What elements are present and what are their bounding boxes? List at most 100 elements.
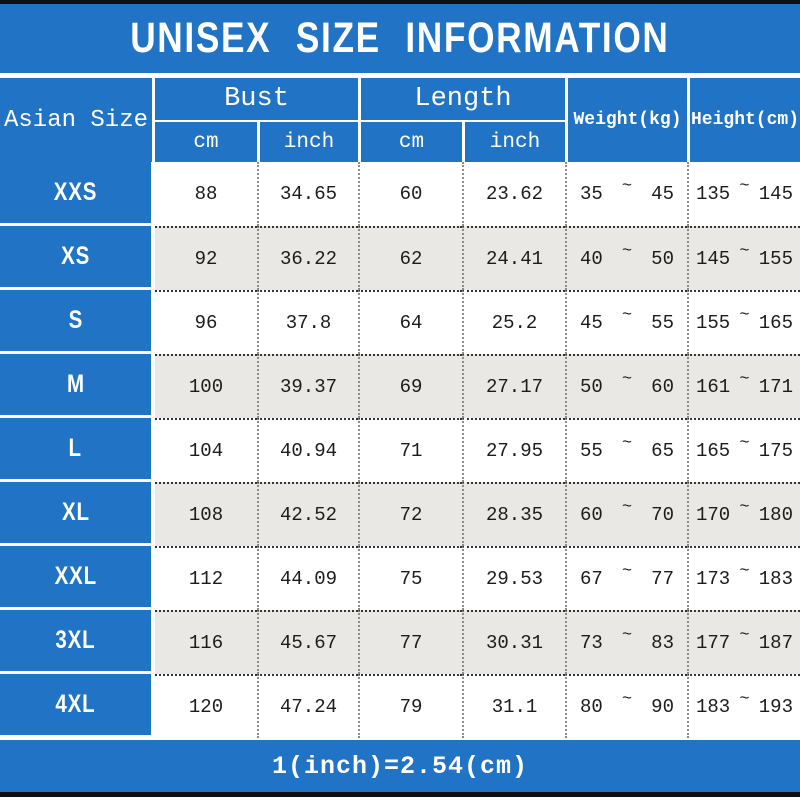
length-inch-cell: 29.53 [462, 546, 565, 610]
header-bust-cm: cm [155, 122, 257, 162]
size-label: S [68, 306, 83, 334]
height-range-cell: 155 ~165 [687, 290, 800, 354]
size-label: XXL [54, 562, 97, 590]
table-row: XXL 112 44.09 75 29.53 67 ~77 173 ~183 [0, 546, 800, 610]
header-height: Height(cm) [687, 78, 800, 162]
weight-range-cell-max: 83 [651, 632, 674, 654]
tilde-separator: ~ [621, 241, 633, 261]
size-cell: XXS [0, 162, 155, 226]
size-label: XL [61, 498, 90, 526]
page-title: UNISEX SIZE INFORMATION [130, 14, 670, 62]
length-inch-cell: 25.2 [462, 290, 565, 354]
length-cm-cell: 79 [358, 674, 462, 738]
weight-range-cell: 35 ~45 [565, 162, 687, 226]
tilde-separator: ~ [621, 561, 633, 581]
height-range-cell: 173 ~183 [687, 546, 800, 610]
length-inch-cell: 31.1 [462, 674, 565, 738]
height-range-cell-min: 173 [696, 568, 731, 590]
length-cm-cell: 75 [358, 546, 462, 610]
height-range-cell: 170 ~180 [687, 482, 800, 546]
tilde-separator: ~ [739, 561, 750, 581]
bust-cm-cell: 112 [155, 546, 257, 610]
header-length-inch: inch [462, 122, 565, 162]
conversion-note: 1(inch)=2.54(cm) [271, 751, 529, 781]
header-length-cm: cm [358, 122, 462, 162]
weight-range-cell: 60 ~70 [565, 482, 687, 546]
tilde-separator: ~ [739, 176, 750, 196]
table-header: Asian Size Bust Length Weight(kg) Height… [0, 78, 800, 162]
header-asian-size: Asian Size [0, 78, 155, 162]
bust-inch-cell: 40.94 [257, 418, 358, 482]
tilde-separator: ~ [621, 305, 633, 325]
bust-inch-cell: 45.67 [257, 610, 358, 674]
tilde-separator: ~ [739, 497, 750, 517]
length-cm-cell: 71 [358, 418, 462, 482]
bust-inch-cell: 39.37 [257, 354, 358, 418]
tilde-separator: ~ [739, 625, 750, 645]
weight-range-cell-min: 55 [580, 440, 603, 462]
table-row: XS 92 36.22 62 24.41 40 ~50 145 ~155 [0, 226, 800, 290]
size-label: XXS [53, 178, 98, 206]
bust-cm-cell: 96 [155, 290, 257, 354]
title-divider [0, 73, 800, 78]
length-cm-cell: 62 [358, 226, 462, 290]
weight-range-cell-min: 60 [580, 504, 603, 526]
length-inch-cell: 27.17 [462, 354, 565, 418]
bust-cm-cell: 108 [155, 482, 257, 546]
tilde-separator: ~ [739, 241, 750, 261]
weight-range-cell: 80 ~90 [565, 674, 687, 738]
size-label: M [66, 370, 85, 398]
height-range-cell: 165 ~175 [687, 418, 800, 482]
tilde-separator: ~ [621, 497, 633, 517]
table-row: XXS 88 34.65 60 23.62 35 ~45 135 ~145 [0, 162, 800, 226]
height-range-cell-min: 165 [696, 440, 731, 462]
length-cm-cell: 69 [358, 354, 462, 418]
tilde-separator: ~ [739, 689, 750, 709]
size-cell: XS [0, 226, 155, 290]
table-row: L 104 40.94 71 27.95 55 ~65 165 ~175 [0, 418, 800, 482]
header-bust-inch: inch [257, 122, 358, 162]
bust-cm-cell: 120 [155, 674, 257, 738]
length-inch-cell: 24.41 [462, 226, 565, 290]
title-band: UNISEX SIZE INFORMATION [0, 4, 800, 73]
header-length: Length [358, 78, 565, 122]
height-range-cell-min: 170 [696, 504, 731, 526]
tilde-separator: ~ [621, 433, 633, 453]
length-cm-cell: 72 [358, 482, 462, 546]
height-range-cell: 135 ~145 [687, 162, 800, 226]
weight-range-cell-min: 40 [580, 248, 603, 270]
weight-range-cell-min: 50 [580, 376, 603, 398]
height-range-cell-max: 155 [758, 248, 793, 270]
bust-cm-cell: 100 [155, 354, 257, 418]
bust-inch-cell: 37.8 [257, 290, 358, 354]
size-label: L [68, 434, 83, 462]
top-black-bar [0, 0, 800, 4]
header-weight: Weight(kg) [565, 78, 687, 162]
size-label: 3XL [55, 626, 96, 654]
length-cm-cell: 77 [358, 610, 462, 674]
tilde-separator: ~ [621, 176, 633, 196]
bust-inch-cell: 34.65 [257, 162, 358, 226]
tilde-separator: ~ [621, 369, 633, 389]
table-body: XXS 88 34.65 60 23.62 35 ~45 135 ~145 XS 92 36.22 62… [0, 162, 800, 738]
height-range-cell-max: 183 [758, 568, 793, 590]
weight-range-cell-max: 60 [651, 376, 674, 398]
tilde-separator: ~ [621, 689, 633, 709]
height-range-cell-min: 177 [696, 632, 731, 654]
size-cell: S [0, 290, 155, 354]
table-row: XL 108 42.52 72 28.35 60 ~70 170 ~180 [0, 482, 800, 546]
height-range-cell-max: 171 [758, 376, 793, 398]
length-inch-cell: 28.35 [462, 482, 565, 546]
height-range-cell-max: 165 [758, 312, 793, 334]
table-row: S 96 37.8 64 25.2 45 ~55 155 ~165 [0, 290, 800, 354]
height-range-cell-min: 161 [696, 376, 731, 398]
size-cell: XL [0, 482, 155, 546]
bust-cm-cell: 104 [155, 418, 257, 482]
height-range-cell-min: 155 [696, 312, 731, 334]
weight-range-cell: 40 ~50 [565, 226, 687, 290]
height-range-cell: 145 ~155 [687, 226, 800, 290]
weight-range-cell-min: 80 [580, 696, 603, 718]
size-label: XS [60, 242, 90, 270]
weight-range-cell-min: 67 [580, 568, 603, 590]
weight-range-cell-max: 90 [651, 696, 674, 718]
